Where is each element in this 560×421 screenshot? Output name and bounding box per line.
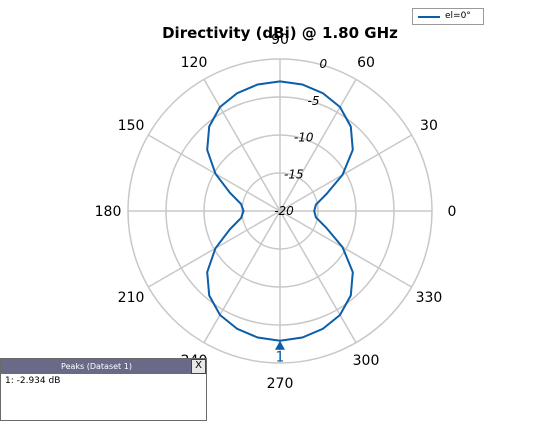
angle-labels: 0306090120150180210240270300330 — [95, 32, 457, 392]
angle-tick-label: 60 — [357, 55, 375, 71]
radial-labels: 0 -5 -10 -15 -20 — [274, 57, 327, 218]
grid-ring — [127, 58, 433, 364]
angle-tick-label: 120 — [181, 55, 208, 71]
legend-swatch — [418, 16, 440, 18]
legend-label: el=0° — [445, 11, 471, 21]
series-layer — [206, 80, 354, 342]
grid-ring — [241, 172, 319, 250]
polar-grid — [127, 58, 433, 364]
grid-ring — [165, 96, 395, 326]
peaks-panel-title: Peaks (Dataset 1) — [1, 359, 192, 374]
peak-marker — [275, 340, 285, 350]
angle-tick-label: 300 — [353, 353, 380, 369]
peak-entry: 1: -2.934 dB — [5, 376, 61, 386]
angle-tick-label: 150 — [118, 118, 145, 134]
radial-tick-label: -5 — [308, 94, 320, 108]
radial-tick-label: 0 — [320, 57, 328, 71]
marker-layer: 1 — [275, 340, 285, 366]
peak-marker-label: 1 — [276, 350, 285, 366]
angle-tick-label: 0 — [448, 204, 457, 220]
close-button[interactable]: X — [191, 359, 206, 374]
angle-tick-label: 30 — [420, 118, 438, 134]
legend: el=0° — [412, 8, 484, 25]
angle-tick-label: 90 — [271, 32, 289, 48]
angle-tick-label: 180 — [95, 204, 122, 220]
angle-tick-label: 270 — [267, 376, 294, 392]
radial-tick-label: -10 — [294, 131, 314, 145]
chart-title: Directivity (dBi) @ 1.80 GHz — [162, 24, 398, 42]
angle-tick-label: 210 — [118, 290, 145, 306]
grid-ring — [203, 134, 357, 288]
peaks-panel: Peaks (Dataset 1) X 1: -2.934 dB — [0, 358, 207, 421]
series-line — [206, 80, 354, 342]
radial-tick-label: -20 — [274, 204, 294, 218]
angle-tick-label: 330 — [416, 290, 443, 306]
radial-tick-label: -15 — [284, 167, 304, 181]
